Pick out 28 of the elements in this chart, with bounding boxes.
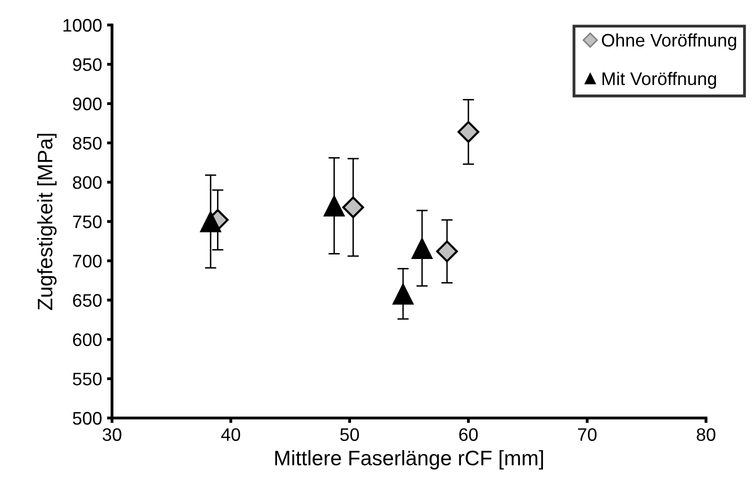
point <box>392 283 414 305</box>
y-tick-label: 800 <box>72 176 102 189</box>
y-tick-label: 950 <box>73 58 102 72</box>
x-tick-label: 40 <box>221 428 240 441</box>
y-axis-title: Zugfestigkeit [MPa] <box>37 134 57 310</box>
point <box>436 240 458 262</box>
y-tick-label: 500 <box>72 412 102 425</box>
x-tick-label: 50 <box>340 428 359 441</box>
legend-label: Mit Voröffnung <box>602 72 716 89</box>
y-tick-label: 750 <box>73 215 102 228</box>
y-tick-label: 600 <box>73 333 102 346</box>
x-tick-label: 80 <box>696 428 716 441</box>
y-tick-label: 850 <box>72 136 102 150</box>
point <box>411 237 433 259</box>
y-tick-label: 700 <box>73 254 102 268</box>
y-tick-label: 1000 <box>63 18 102 32</box>
x-tick-label: 60 <box>459 428 478 441</box>
legend-label: Ohne Voröffnung <box>602 33 736 50</box>
point <box>342 196 364 218</box>
point <box>323 195 345 217</box>
y-tick-label: 650 <box>73 294 102 307</box>
point <box>458 121 480 143</box>
x-axis-title: Mittlere Faserlänge rCF [mm] <box>275 450 543 470</box>
x-tick-label: 30 <box>102 428 122 441</box>
x-tick-label: 70 <box>578 428 597 441</box>
y-tick-label: 900 <box>73 98 102 110</box>
y-tick-label: 550 <box>72 372 102 386</box>
point <box>200 210 222 232</box>
